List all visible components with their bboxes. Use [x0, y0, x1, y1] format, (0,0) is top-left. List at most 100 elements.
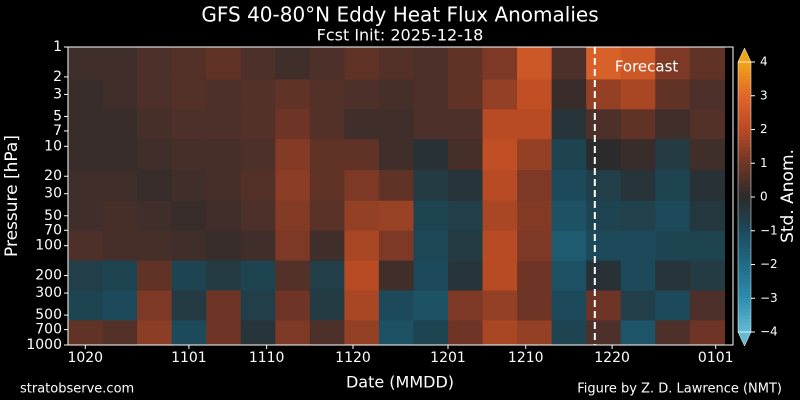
heat-cell: [482, 109, 518, 140]
heat-cell: [620, 109, 656, 140]
colorbar-segment: [738, 92, 751, 97]
colorbar-tick-label: 1: [760, 156, 768, 170]
heat-cell: [551, 139, 587, 171]
heat-cell: [655, 170, 691, 202]
heat-cell: [309, 47, 345, 81]
heat-cell: [482, 47, 518, 81]
heat-cell: [482, 290, 518, 322]
heat-cell: [309, 260, 345, 292]
colorbar-segment: [738, 294, 751, 299]
heat-cell: [68, 139, 104, 171]
heat-cell: [655, 139, 691, 171]
heat-cell: [655, 47, 691, 81]
colorbar-segment: [738, 186, 751, 191]
heat-cell: [586, 47, 622, 81]
heat-cell: [620, 200, 656, 232]
heat-cell: [551, 109, 587, 140]
colorbar-segment: [738, 234, 751, 238]
heat-cell: [517, 200, 553, 232]
colorbar-segment: [738, 85, 751, 90]
heat-cell: [586, 109, 622, 140]
heat-cell: [171, 139, 207, 171]
heat-cell: [378, 170, 415, 202]
colorbar-segment: [738, 224, 751, 228]
colorbar-segment: [738, 311, 751, 316]
heat-cell: [68, 109, 104, 140]
colorbar-tick-label: 2: [760, 122, 768, 136]
heat-cell: [517, 170, 553, 202]
colorbar-segment: [738, 163, 751, 168]
heat-cell: [344, 290, 380, 322]
heat-cell: [68, 260, 104, 292]
heat-cell: [137, 139, 173, 171]
heat-cell: [137, 109, 173, 140]
colorbar-segment: [738, 321, 751, 326]
heat-cell: [620, 290, 656, 322]
heat-cell: [378, 139, 415, 171]
heat-cell: [689, 170, 725, 202]
heat-cell: [586, 79, 622, 110]
heat-cell: [482, 320, 518, 345]
colorbar-segment: [738, 170, 751, 174]
heat-cell: [240, 170, 276, 202]
heat-cell: [240, 139, 276, 171]
y-tick-label: 70: [44, 222, 62, 238]
heat-cell: [171, 170, 207, 202]
colorbar-segment: [738, 271, 751, 276]
colorbar-segment: [738, 62, 751, 66]
heat-cell: [275, 230, 311, 262]
colorbar-segment: [738, 203, 751, 208]
forecast-label: Forecast: [615, 58, 679, 76]
colorbar-segment: [738, 251, 751, 255]
heat-cell: [102, 79, 138, 110]
heat-cell: [551, 320, 587, 345]
heat-cell: [620, 79, 656, 110]
heat-cell: [517, 260, 553, 292]
heat-cell: [620, 139, 656, 171]
heat-cell: [344, 170, 380, 202]
heat-cell: [689, 79, 725, 110]
heat-cell: [171, 320, 207, 345]
heat-cell: [137, 320, 173, 345]
heat-cell: [689, 230, 725, 262]
heat-cell: [551, 230, 587, 262]
y-tick-label: 50: [44, 208, 62, 224]
heat-cell: [655, 200, 691, 232]
heat-cell: [413, 139, 449, 171]
y-tick-label: 3: [53, 86, 62, 102]
x-tick-label: 1210: [508, 350, 544, 366]
heat-cell: [240, 320, 276, 345]
colorbar-tick-label: −3: [760, 291, 778, 305]
heat-cell: [102, 109, 138, 140]
heat-cell: [137, 170, 173, 202]
heat-cell: [378, 260, 415, 292]
colorbar-segment: [738, 82, 751, 87]
heat-cell: [68, 230, 104, 262]
colorbar-segment: [738, 149, 751, 154]
heat-cell: [655, 260, 691, 292]
heat-cell: [206, 170, 242, 202]
heat-cell: [137, 290, 173, 322]
heat-cell: [517, 47, 553, 81]
heat-cell: [448, 139, 484, 171]
heat-cell: [378, 290, 415, 322]
colorbar-segment: [738, 217, 751, 222]
x-axis-label: Date (MMDD): [346, 373, 454, 392]
heat-cell: [689, 260, 725, 292]
heat-cell: [240, 230, 276, 262]
heat-cell: [655, 230, 691, 262]
heat-cell: [240, 200, 276, 232]
heat-cell: [378, 230, 415, 262]
heat-cell: [309, 170, 345, 202]
colorbar-segment: [738, 102, 751, 107]
heat-cell: [689, 139, 725, 171]
colorbar-segment: [738, 267, 751, 272]
heat-cell: [620, 170, 656, 202]
heat-cell: [655, 109, 691, 140]
heat-cell: [206, 230, 242, 262]
heat-cell: [275, 200, 311, 232]
heat-cell: [68, 47, 104, 81]
heat-cell: [68, 320, 104, 345]
heat-cell: [309, 200, 345, 232]
